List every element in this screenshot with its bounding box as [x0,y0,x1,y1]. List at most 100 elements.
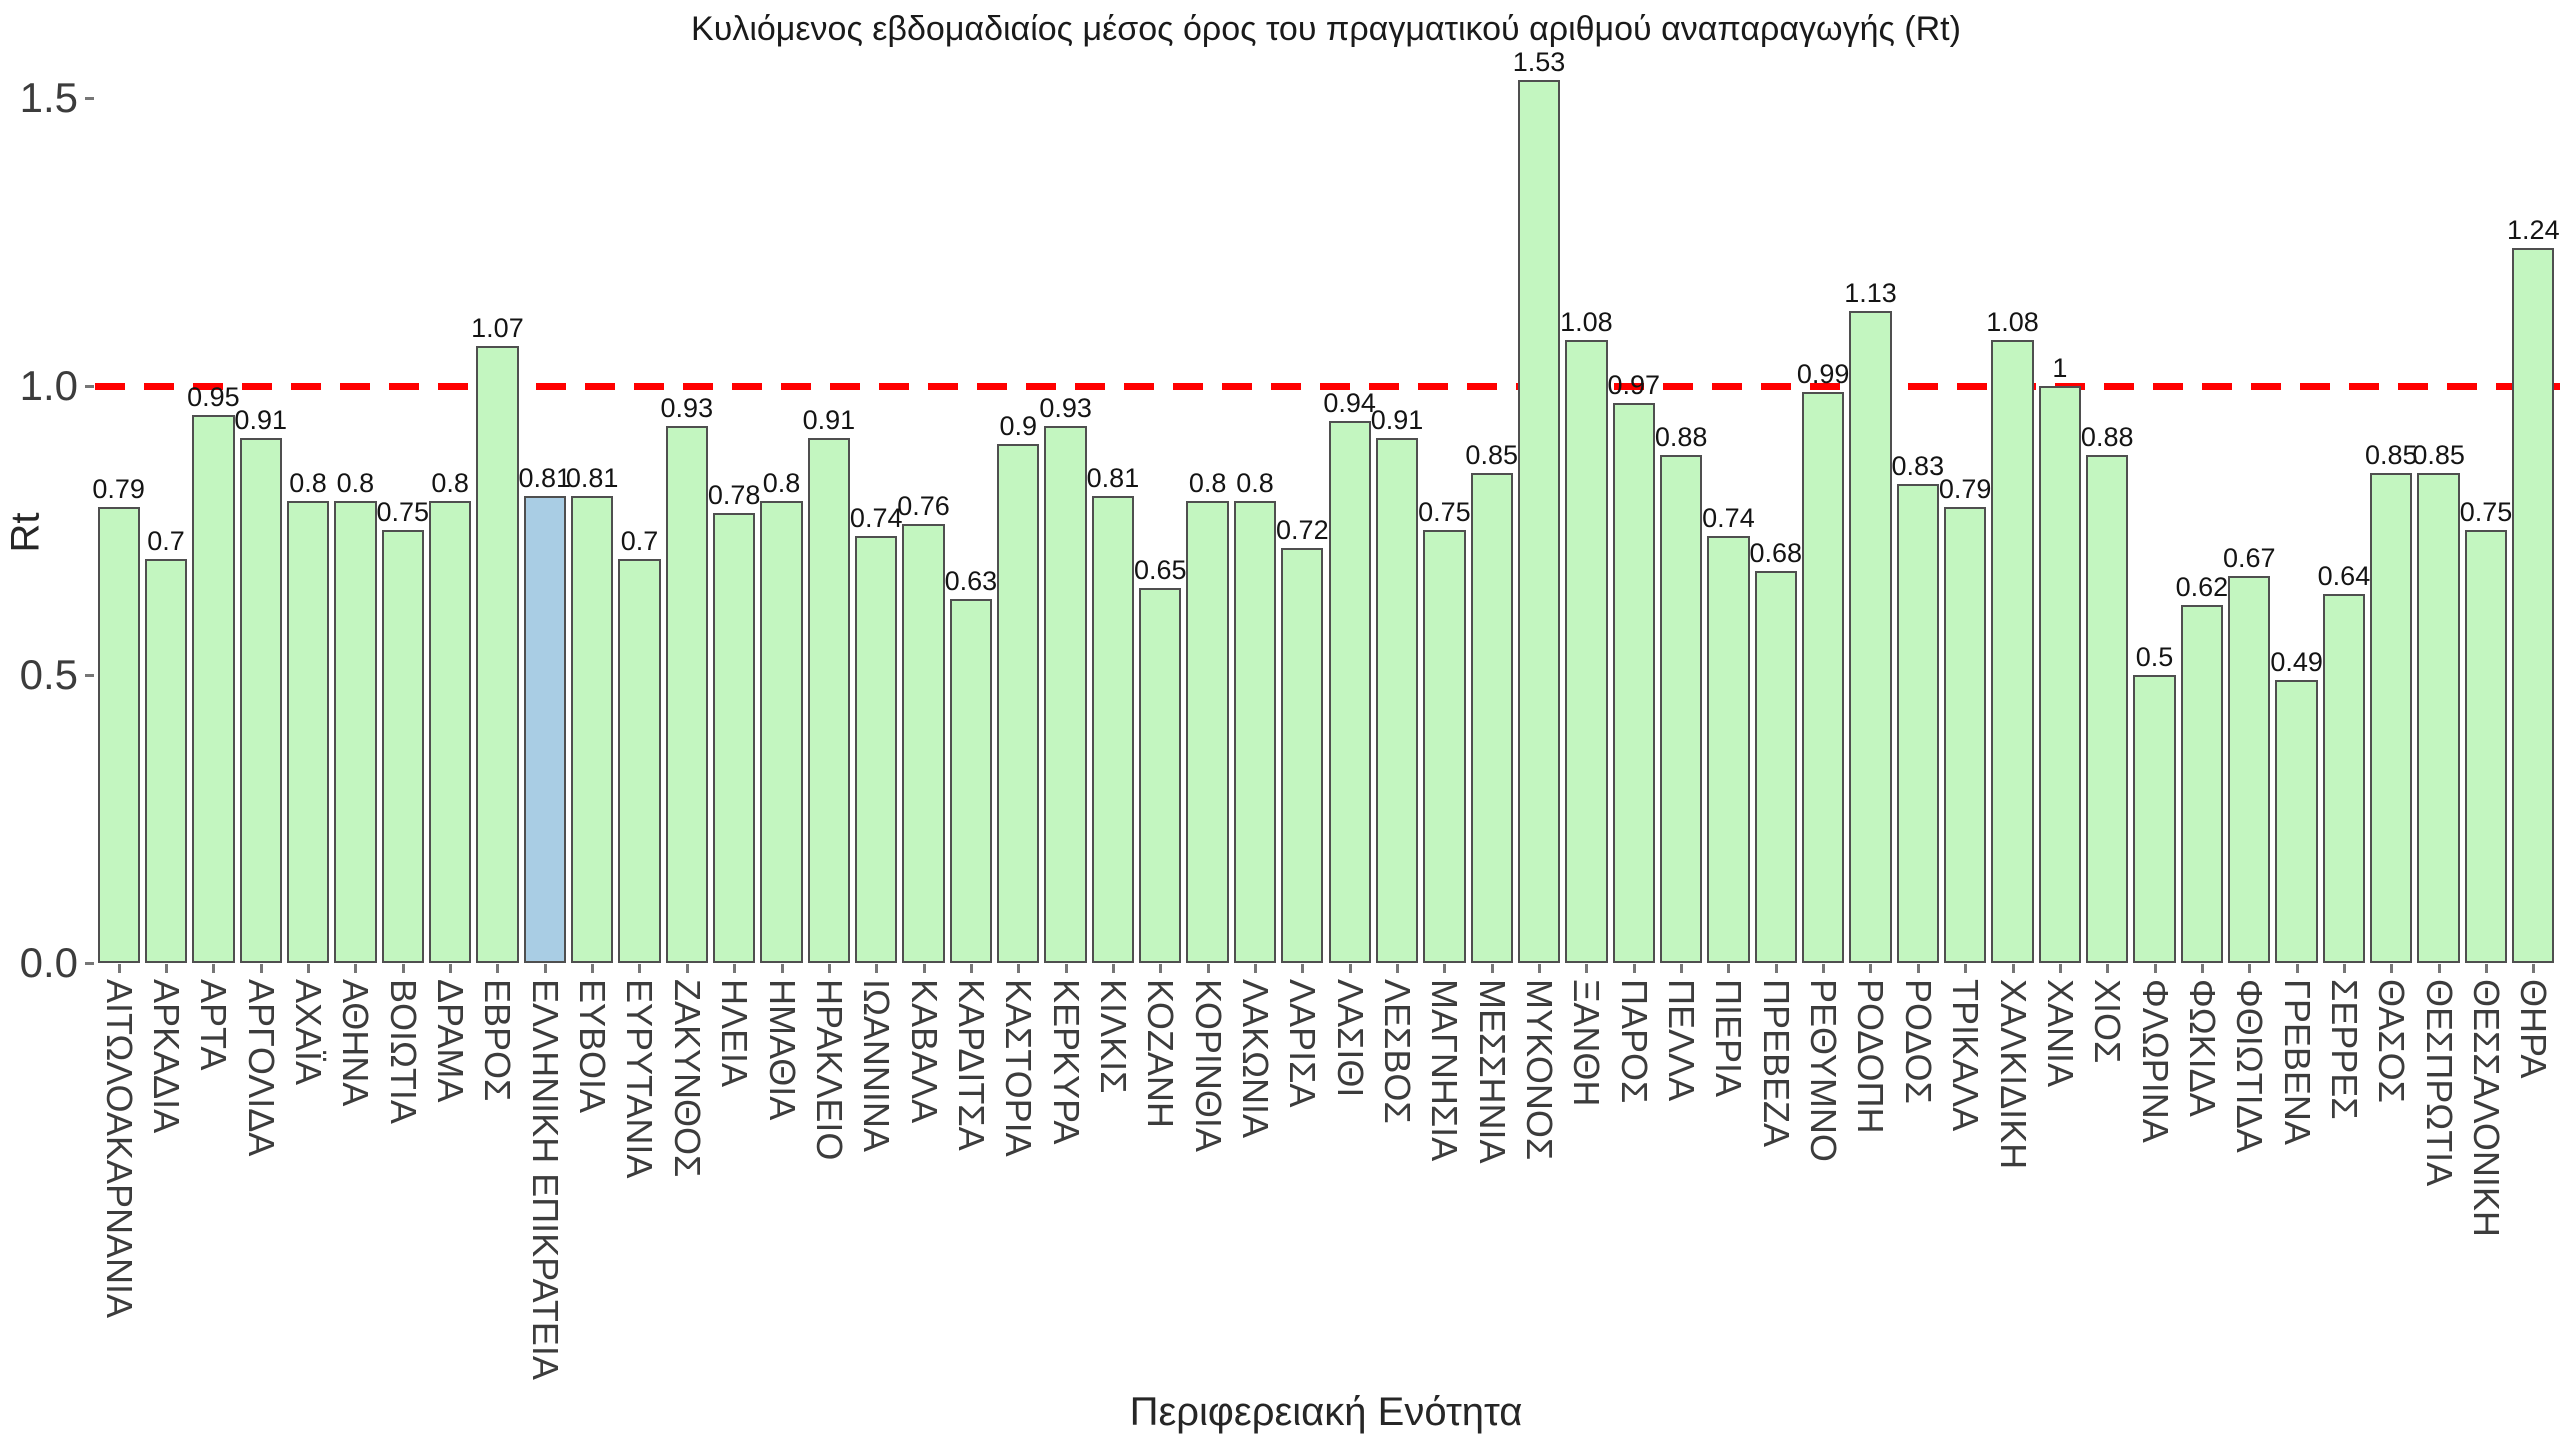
bar [192,414,235,963]
bar [807,437,851,963]
bar-value-label: 0.99 [1796,358,1850,389]
x-tick-mark [1774,964,1778,973]
x-tick-mark [2437,964,2441,973]
x-tick-mark [875,964,879,973]
bar-value-label: 1.07 [471,312,524,343]
x-tick-mark [1869,964,1873,973]
bar [2512,247,2555,963]
bar [949,599,993,963]
bar-value-label: 0.76 [897,491,950,522]
x-tick-label: ΑΡΤΑ [193,979,235,1071]
bar [1139,587,1182,963]
bar-value-label: 0.75 [376,497,430,528]
x-tick-label: ΠΕΛΛΑ [1661,979,1703,1102]
x-tick-label: ΑΡΓΟΛΙΔΑ [240,979,282,1157]
x-tick-mark [1916,964,1920,973]
x-tick-mark [638,964,642,973]
x-tick-label: ΤΡΙΚΑΛΑ [1945,979,1987,1132]
bar [381,530,424,963]
x-tick-mark [1490,964,1494,973]
bar-value-label: 0.79 [1938,474,1992,505]
x-tick-mark [449,964,453,973]
x-tick-mark [1680,964,1684,973]
bar-value-label: 0.88 [1654,422,1708,453]
x-tick-label: ΚΙΛΚΙΣ [1092,979,1134,1094]
bar [618,559,661,963]
bar [1233,501,1277,963]
x-tick-label: ΕΥΡΥΤΑΝΙΑ [619,979,661,1179]
bar-value-label: 0.65 [1134,554,1187,585]
bar-value-label: 1.08 [1560,306,1613,337]
x-tick-mark [307,964,311,973]
bar-value-label: 0.8 [762,468,801,499]
x-tick-label: ΜΕΣΣΗΝΙΑ [1471,979,1513,1164]
bar-value-label: 0.75 [2459,497,2513,528]
y-tick-mark [85,673,94,677]
x-tick-label: ΗΡΑΚΛΕΙΟ [808,979,850,1161]
bar-value-label: 0.79 [92,474,145,505]
x-tick-label: ΧΑΝΙΑ [2039,979,2081,1088]
x-tick-mark [2248,964,2252,973]
x-tick-mark [2295,964,2299,973]
y-tick-label: 0.5 [19,650,78,698]
x-tick-mark [1017,964,1021,973]
x-tick-label: ΑΧΑΪΑ [288,979,330,1086]
bar [97,507,140,963]
bar [1328,420,1371,963]
x-tick-label: ΠΡΕΒΕΖΑ [1755,979,1797,1148]
x-axis-label: Περιφερειακή Ενότητα [1129,1390,1523,1434]
y-tick-mark [85,385,94,388]
bar-value-label: 0.91 [802,404,856,435]
bar-value-label: 0.72 [1276,514,1329,545]
bar-value-label: 0.91 [1370,404,1424,435]
x-tick-label: ΘΕΣΣΑΛΟΝΙΚΗ [2465,979,2507,1237]
y-tick-label: 1.5 [19,73,78,121]
bar [144,559,188,963]
bar [902,524,945,963]
bar-value-label: 0.8 [1188,468,1227,499]
bar-value-label: 1.24 [2507,214,2560,245]
x-tick-label: ΡΟΔΟΣ [1897,979,1939,1104]
bar-value-label: 0.75 [1418,497,1471,528]
bar [2322,593,2366,963]
x-tick-mark [1253,964,1257,973]
x-tick-mark [685,964,689,973]
bar [665,426,708,963]
bar-value-label: 0.63 [944,566,998,597]
bar [2180,605,2224,963]
bar-value-label: 0.8 [1236,468,1274,499]
bar-value-label: 0.8 [431,468,469,499]
x-tick-label: ΓΡΕΒΕΝΑ [2276,979,2318,1145]
bar [2133,674,2176,963]
bar [1944,507,1987,963]
x-tick-mark [2342,964,2346,973]
bar [239,437,282,963]
bar [570,495,614,963]
x-tick-label: ΜΑΓΝΗΣΙΑ [1424,979,1466,1162]
x-tick-label: ΕΛΛΗΝΙΚΗ ΕΠΙΚΡΑΤΕΙΑ [524,979,566,1380]
chart-title: Κυλιόμενος εβδομαδιαίος μέσος όρος του π… [691,10,1961,48]
x-tick-label: ΚΑΣΤΟΡΙΑ [998,979,1040,1157]
x-tick-label: ΒΟΙΩΤΙΑ [382,979,424,1124]
x-tick-mark [401,964,405,973]
bar-value-label: 0.85 [1465,439,1518,470]
bar [855,536,898,963]
x-tick-mark [1111,964,1115,973]
x-tick-mark [2390,964,2394,973]
y-tick-mark [85,962,94,965]
bar-value-label: 1.53 [1512,47,1566,78]
x-tick-label: ΠΑΡΟΣ [1613,979,1655,1104]
bar [1612,403,1655,963]
x-tick-mark [117,964,121,973]
x-tick-label: ΗΜΑΘΙΑ [761,979,803,1121]
bar [1707,536,1750,963]
x-tick-mark [591,964,595,973]
x-tick-label: ΑΙΤΩΛΟΑΚΑΡΝΑΝΙΑ [98,979,140,1318]
x-tick-label: ΘΗΡΑ [2513,979,2555,1079]
x-tick-label: ΗΛΕΙΑ [714,979,756,1088]
bar-value-label: 0.62 [2175,572,2229,603]
bar [2464,530,2508,963]
x-tick-label: ΘΑΣΟΣ [2371,979,2413,1103]
bar-value-label: 0.8 [336,468,375,499]
